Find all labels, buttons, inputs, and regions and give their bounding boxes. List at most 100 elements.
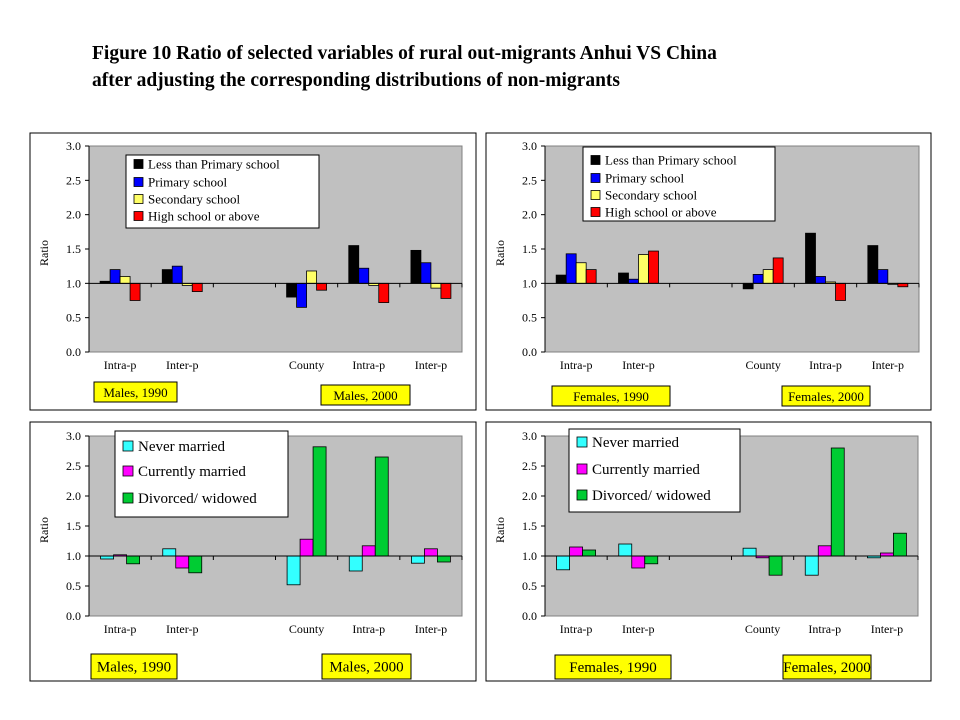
x-tick-label: Intra-p [808, 622, 841, 636]
bar [817, 545, 832, 557]
bar [191, 282, 203, 292]
figure-title-line-2: after adjusting the corresponding distri… [92, 70, 620, 91]
x-tick-label: Intra-p [809, 358, 842, 372]
y-tick-label: 2.0 [522, 208, 537, 222]
bar [618, 543, 633, 557]
bar [440, 282, 452, 299]
bar [569, 546, 583, 557]
bar [306, 270, 317, 284]
y-tick-label: 2.5 [522, 173, 537, 187]
x-tick-label: County [745, 622, 780, 636]
y-tick-label: 1.5 [66, 242, 81, 256]
bar [424, 548, 438, 557]
bar [762, 269, 774, 284]
bar [631, 555, 646, 569]
bar [175, 555, 190, 569]
y-axis-label: Ratio [37, 517, 51, 543]
legend-entry: High school or above [605, 204, 717, 219]
chart-panel-2: 0.0 0.5 1.0 1.5 2.0 2.5 3.0 Ratio Intra-p Inter-p… [485, 132, 932, 411]
x-tick-label: County [745, 358, 780, 372]
x-tick-label: Inter-p [871, 622, 903, 636]
x-tick-label: Intra-p [352, 622, 385, 636]
group-label: Females, 1990 [573, 389, 649, 404]
group-label-box [781, 385, 871, 407]
legend-swatch [576, 463, 588, 475]
bar [648, 250, 659, 284]
bar [162, 548, 177, 557]
y-tick-label: 2.5 [66, 173, 81, 187]
bar [556, 555, 570, 571]
figure-title: Figure 10 Ratio of selected variables of… [92, 40, 932, 94]
x-tick-label: Inter-p [166, 622, 198, 636]
y-tick-label: 2.0 [66, 208, 81, 222]
bar [628, 278, 639, 284]
y-tick-label: 0.0 [66, 609, 81, 623]
bar [299, 538, 314, 557]
group-label-box [782, 654, 872, 680]
y-tick-label: 0.5 [522, 579, 537, 593]
legend-swatch [133, 177, 144, 187]
bar [555, 274, 567, 284]
y-tick-label: 1.0 [522, 276, 537, 290]
legend-box [125, 154, 320, 229]
y-tick-label: 2.5 [522, 459, 537, 473]
legend-swatch [576, 436, 588, 448]
bar [286, 555, 301, 586]
bar [411, 555, 425, 564]
bar [420, 262, 432, 284]
legend-box [568, 428, 741, 513]
bar [296, 282, 307, 308]
bar [893, 532, 907, 557]
bar [312, 446, 327, 557]
legend-box [114, 430, 289, 518]
legend-swatch [122, 465, 134, 477]
bar [348, 555, 363, 572]
bar [119, 276, 131, 284]
y-tick-label: 2.0 [66, 489, 81, 503]
bar [805, 232, 816, 284]
legend-entry: Secondary school [605, 187, 697, 202]
legend-entry: Never married [592, 435, 680, 451]
y-tick-label: 1.5 [66, 519, 81, 533]
bar [830, 447, 845, 557]
bar [378, 282, 390, 303]
x-tick-label: Intra-p [560, 622, 593, 636]
legend-swatch [133, 211, 144, 221]
x-tick-label: Intra-p [560, 358, 593, 372]
legend-entry: Never married [138, 439, 226, 455]
y-tick-label: 2.0 [522, 489, 537, 503]
bar [772, 257, 784, 284]
group-label: Females, 2000 [783, 660, 871, 676]
bar [897, 282, 909, 288]
legend-swatch [133, 159, 144, 169]
bar [361, 545, 376, 557]
x-tick-label: Inter-p [415, 358, 447, 372]
bar [877, 269, 889, 284]
legend-entry: Less than Primary school [605, 152, 737, 167]
figure-title-line-1: Figure 10 Ratio of selected variables of… [92, 43, 717, 64]
bar [768, 555, 783, 576]
group-label: Males, 1990 [103, 385, 167, 400]
y-axis-label: Ratio [37, 240, 51, 266]
y-axis-label: Ratio [493, 240, 507, 266]
chart-panel-1: 0.0 0.5 1.0 1.5 2.0 2.5 3.0 Ratio Intra-p Inter-p… [29, 132, 477, 411]
legend-swatch [590, 155, 601, 165]
bar [286, 282, 297, 298]
x-tick-label: Inter-p [415, 622, 447, 636]
legend-swatch [133, 194, 144, 204]
legend-entry: Primary school [605, 170, 684, 185]
y-tick-label: 3.0 [66, 139, 81, 153]
y-tick-label: 1.0 [66, 276, 81, 290]
y-tick-label: 2.5 [66, 459, 81, 473]
legend-entry: Divorced/ widowed [138, 491, 257, 507]
bar [835, 282, 846, 301]
legend-box [582, 146, 776, 222]
y-tick-label: 0.0 [66, 345, 81, 359]
bar [129, 282, 141, 301]
x-tick-label: Inter-p [622, 358, 654, 372]
bar [358, 267, 370, 284]
y-tick-label: 3.0 [522, 139, 537, 153]
y-tick-label: 1.0 [522, 549, 537, 563]
bar [582, 549, 596, 557]
